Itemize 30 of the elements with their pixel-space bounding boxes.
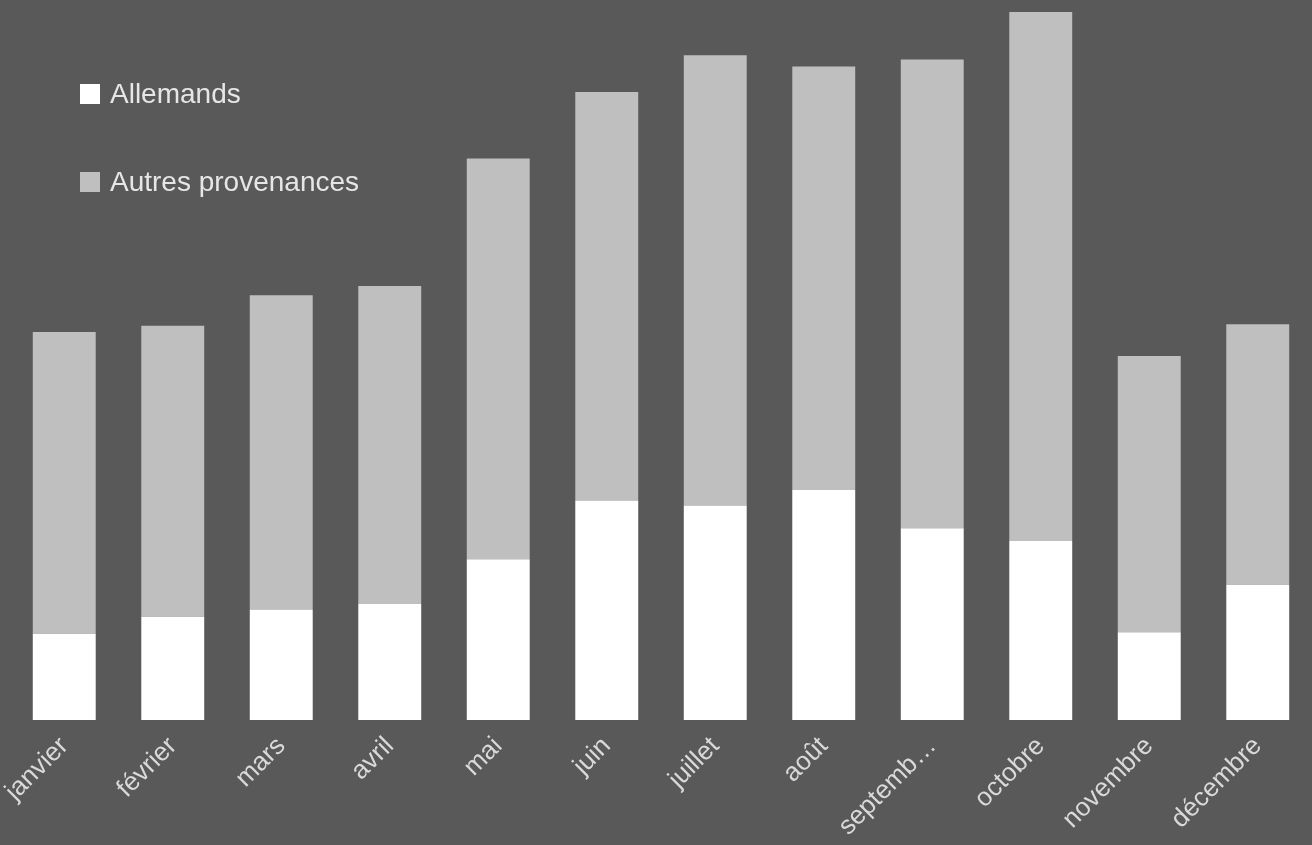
bar <box>683 55 747 506</box>
bar <box>466 158 530 560</box>
bar <box>1009 12 1073 541</box>
bar <box>1226 324 1290 585</box>
bar <box>249 609 313 721</box>
bar <box>1009 540 1073 721</box>
bar <box>900 59 964 529</box>
x-tick-label: juin <box>565 730 617 781</box>
x-tick-label: avril <box>344 730 400 786</box>
bar <box>466 559 530 721</box>
bar <box>683 505 747 721</box>
bar <box>792 66 856 490</box>
bar <box>32 332 96 634</box>
bar <box>575 500 639 721</box>
bar <box>358 286 422 604</box>
bar <box>1117 356 1181 633</box>
bar <box>792 489 856 721</box>
bar <box>141 325 205 617</box>
legend-label: Allemands <box>110 78 241 110</box>
bar <box>141 616 205 721</box>
bar <box>575 92 639 501</box>
bar <box>358 603 422 721</box>
bar <box>900 528 964 721</box>
bar <box>32 633 96 721</box>
bar <box>249 295 313 610</box>
bar <box>1226 584 1290 721</box>
legend-label: Autres provenances <box>110 166 360 198</box>
bar <box>1117 632 1181 721</box>
x-tick-label: mai <box>456 730 508 782</box>
x-tick-label: août <box>776 729 834 788</box>
